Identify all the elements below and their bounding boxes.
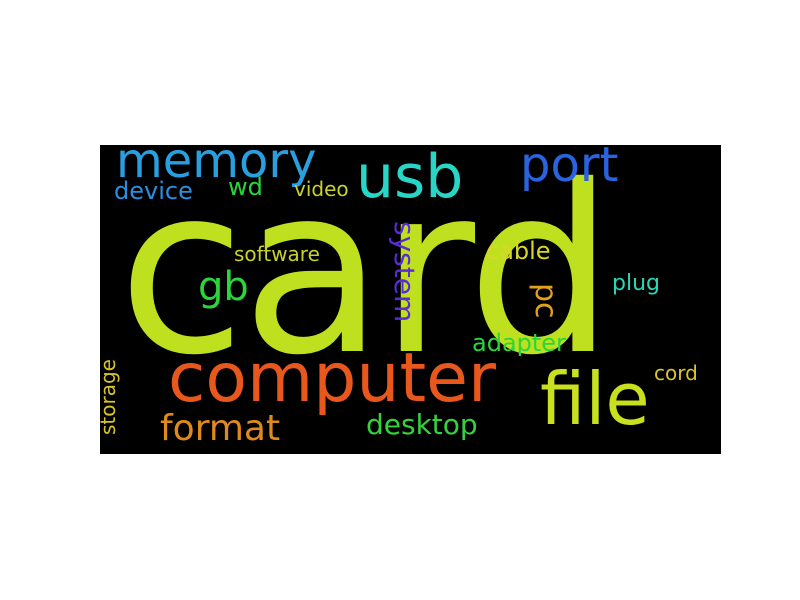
word-cable: cable	[486, 237, 551, 265]
word-desktop: desktop	[366, 408, 478, 441]
word-adapter: adapter	[472, 329, 566, 357]
word-format: format	[160, 408, 281, 449]
word-device: device	[114, 177, 193, 205]
word-card: card	[118, 145, 614, 406]
word-memory: memory	[116, 145, 317, 189]
word-file: file	[540, 357, 650, 441]
word-wd: wd	[228, 173, 263, 201]
word-plug: plug	[612, 271, 660, 296]
word-port: port	[520, 145, 619, 193]
word-gb: gb	[198, 264, 249, 310]
word-usb: usb	[356, 145, 464, 212]
word-software: software	[234, 242, 320, 266]
word-video: video	[294, 177, 349, 201]
word-storage: storage	[100, 359, 120, 435]
word-system: system	[388, 221, 421, 323]
word-cloud: card memory usb port device wd video sof…	[100, 145, 721, 454]
word-pc: pc	[528, 283, 563, 319]
word-cord: cord	[654, 361, 698, 385]
word-computer: computer	[168, 339, 496, 418]
